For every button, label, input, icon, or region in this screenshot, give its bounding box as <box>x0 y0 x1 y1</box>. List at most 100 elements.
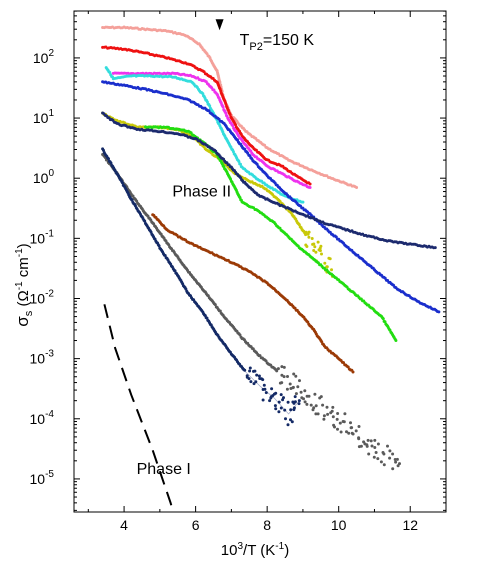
data-point <box>393 458 397 461</box>
y-axis-label: σs (Ω-1 cm-1) <box>13 243 35 326</box>
data-point <box>314 404 318 408</box>
data-point <box>294 374 298 378</box>
data-point <box>335 417 339 421</box>
data-point <box>372 455 376 459</box>
data-point <box>382 463 386 467</box>
x-tick-label: 10 <box>331 517 347 533</box>
data-point <box>279 406 283 410</box>
data-point <box>275 369 279 373</box>
data-point <box>312 249 316 252</box>
data-point <box>284 417 287 421</box>
y-tick-label: 101 <box>33 108 55 126</box>
data-point <box>319 395 323 399</box>
data-point <box>338 421 342 425</box>
data-point <box>312 406 316 410</box>
data-point <box>330 268 334 272</box>
phase-i-dashed-line <box>103 304 175 512</box>
data-point <box>298 379 301 383</box>
series-3 <box>111 71 312 190</box>
data-point <box>331 405 335 409</box>
x-axis: 4 6 8 10 12 <box>87 11 447 533</box>
series-7 <box>144 125 398 343</box>
data-point <box>367 452 371 456</box>
data-point <box>264 391 268 395</box>
data-point <box>269 395 273 399</box>
data-point <box>309 403 313 407</box>
data-point <box>336 427 339 431</box>
series-11 <box>101 147 301 427</box>
tp2-annotation: TP2=150 K <box>240 32 315 53</box>
data-point <box>248 366 252 370</box>
data-point <box>107 157 110 161</box>
data-point <box>108 71 112 74</box>
data-point <box>143 219 147 223</box>
data-point <box>305 245 309 248</box>
data-point <box>396 464 400 468</box>
data-point <box>205 316 209 320</box>
data-point <box>299 390 303 394</box>
data-point <box>302 397 305 401</box>
data-point <box>218 309 222 313</box>
data-point <box>282 375 286 379</box>
data-point <box>365 444 369 448</box>
data-point <box>304 233 308 237</box>
data-point <box>386 444 389 448</box>
data-point <box>437 310 441 314</box>
series-5 <box>101 80 441 314</box>
x-axis-label: 103/T (K-1) <box>221 541 289 559</box>
data-point <box>328 257 332 261</box>
data-point <box>277 410 281 414</box>
data-point <box>297 399 301 403</box>
data-point <box>288 382 292 386</box>
data-point <box>303 389 307 393</box>
data-point <box>282 365 286 369</box>
data-point <box>231 150 235 154</box>
y-tick-label: 10-2 <box>30 288 55 306</box>
x-tick-label: 4 <box>120 517 128 533</box>
data-point <box>221 105 225 109</box>
data-point <box>157 244 161 248</box>
data-point <box>320 252 323 256</box>
tp2-arrow-head <box>215 19 224 31</box>
data-point <box>297 223 301 227</box>
data-point <box>121 181 124 185</box>
data-point <box>395 457 399 461</box>
data-point <box>303 400 307 404</box>
data-point <box>345 430 348 434</box>
data-point <box>314 250 318 254</box>
data-point <box>280 365 284 369</box>
phase-i-label: Phase I <box>137 461 191 478</box>
data-point <box>323 261 327 265</box>
data-point <box>325 265 329 269</box>
phase-ii-label: Phase II <box>172 183 231 200</box>
data-point <box>398 462 401 466</box>
data-point <box>311 242 315 246</box>
data-point <box>373 438 377 442</box>
data-point <box>381 317 385 321</box>
data-point <box>343 412 347 416</box>
data-point <box>280 373 284 377</box>
data-point <box>391 467 395 471</box>
data-point <box>349 426 353 430</box>
data-point <box>286 423 290 427</box>
data-point <box>369 439 373 443</box>
data-point <box>310 237 314 240</box>
annotations: TP2=150 K Phase II Phase I <box>137 19 315 478</box>
data-point <box>333 425 336 429</box>
y-tick-label: 100 <box>33 168 55 186</box>
data-point <box>283 408 287 412</box>
data-point <box>247 377 251 381</box>
data-point <box>307 235 311 239</box>
data-point <box>213 303 217 307</box>
data-point <box>292 408 296 412</box>
data-point <box>305 402 309 406</box>
series-9 <box>151 213 355 374</box>
data-point <box>274 391 278 395</box>
data-point <box>374 451 378 454</box>
data-point <box>297 402 301 406</box>
data-point <box>355 186 359 190</box>
data-point <box>249 380 253 384</box>
data-point <box>301 200 305 204</box>
y-tick-label: 102 <box>33 48 55 66</box>
